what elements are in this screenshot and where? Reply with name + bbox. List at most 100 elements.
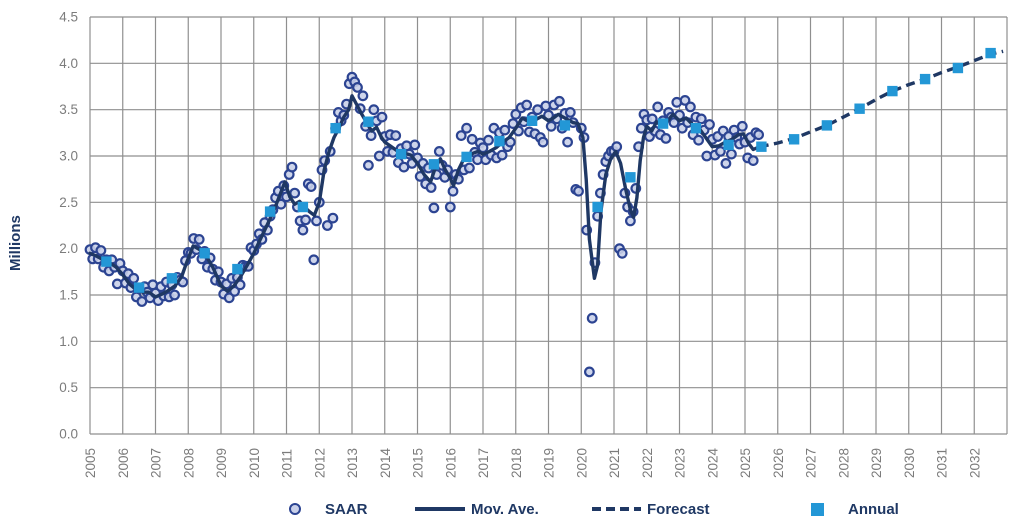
saar-point (308, 254, 320, 266)
x-tick-label: 2031 (935, 448, 950, 478)
mov-ave-line-icon (415, 507, 465, 511)
annual-point (756, 141, 767, 152)
legend: SAAR Mov. Ave. Forecast Annual (0, 495, 1024, 523)
saar-point (483, 134, 494, 146)
saar-point (455, 130, 467, 142)
saar-point (625, 215, 636, 227)
forecast-line (759, 49, 1004, 149)
saar-point (286, 161, 298, 173)
saar-point (521, 99, 533, 111)
x-tick-label: 2014 (378, 447, 393, 478)
x-tick-label: 2017 (476, 448, 491, 478)
x-tick-label: 2015 (411, 448, 426, 478)
legend-label-saar: SAAR (325, 500, 368, 518)
saar-point (169, 289, 181, 301)
saar-point (652, 101, 664, 113)
y-tick-label: 0.5 (59, 380, 78, 395)
x-tick-label: 2013 (345, 448, 360, 478)
saar-point (95, 245, 107, 256)
annual-point (526, 115, 538, 126)
saar-point (390, 130, 402, 142)
x-tick-label: 2011 (280, 449, 295, 478)
x-tick-label: 2028 (836, 448, 851, 478)
y-tick-label: 3.0 (59, 149, 78, 164)
annual-point (297, 201, 309, 213)
annual-point (657, 118, 669, 129)
x-tick-label: 2008 (181, 448, 196, 478)
x-tick-label: 2012 (312, 448, 327, 478)
saar-point (736, 120, 748, 132)
annual-point (592, 201, 603, 213)
x-tick-label: 2030 (902, 448, 917, 478)
saar-point (611, 141, 623, 153)
y-tick-label: 0.0 (59, 427, 78, 442)
legend-item-saar: SAAR (289, 495, 368, 523)
annual-point (919, 73, 931, 85)
saar-point (433, 145, 445, 157)
saar-point (646, 113, 658, 125)
saar-point (357, 90, 369, 102)
saar-point (586, 312, 598, 324)
saar-point (428, 202, 440, 214)
x-tick-label: 2026 (771, 448, 786, 478)
annual-point (952, 62, 964, 74)
x-tick-label: 2006 (116, 448, 131, 478)
saar-point (311, 215, 322, 227)
annual-point (723, 139, 734, 151)
annual-point (166, 273, 178, 284)
annual-point (461, 151, 472, 163)
saar-point (373, 150, 385, 162)
annual-point (264, 206, 276, 217)
saar-point (322, 220, 333, 231)
saar-point (297, 224, 309, 236)
saar-point (461, 122, 473, 134)
saar-point (704, 119, 715, 130)
y-tick-label: 4.0 (59, 56, 78, 71)
annual-point (821, 120, 833, 131)
x-tick-label: 2029 (869, 448, 884, 478)
saar-point (564, 106, 576, 118)
saar-point (753, 129, 764, 141)
y-tick-label: 2.0 (59, 241, 78, 256)
x-tick-label: 2019 (542, 448, 557, 478)
saar-point (693, 134, 704, 146)
annual-point (625, 172, 636, 183)
annual-point (101, 256, 112, 267)
annual-point (985, 47, 996, 59)
saar-point (715, 145, 726, 157)
x-tick-label: 2024 (705, 447, 720, 478)
saar-point (668, 117, 680, 128)
saar-point (747, 155, 759, 167)
annual-point (854, 103, 865, 114)
x-tick-label: 2020 (574, 448, 589, 478)
annual-point (690, 123, 702, 134)
saar-point (223, 292, 235, 304)
annual-marker-icon (811, 502, 824, 516)
x-tick-label: 2032 (967, 448, 982, 478)
annual-point (428, 159, 440, 170)
y-tick-label: 1.0 (59, 334, 78, 349)
legend-item-annual: Annual (811, 495, 899, 523)
saar-point (720, 157, 732, 169)
x-tick-label: 2010 (247, 448, 262, 478)
x-tick-label: 2005 (83, 448, 98, 478)
saar-point (193, 233, 205, 245)
y-tick-label: 2.5 (59, 195, 78, 210)
saar-point (464, 162, 475, 174)
legend-label-mov-ave: Mov. Ave. (471, 500, 539, 518)
x-tick-label: 2016 (443, 448, 458, 478)
saar-marker-icon (289, 503, 301, 515)
saar-point (545, 120, 557, 132)
forecast-dash-icon (592, 507, 641, 511)
annual-point (232, 263, 243, 275)
legend-label-forecast: Forecast (647, 500, 710, 518)
saar-point (305, 181, 317, 193)
saar-point (554, 95, 565, 107)
y-tick-label: 3.5 (59, 102, 78, 117)
saar-point (510, 108, 522, 120)
saar-point (584, 366, 595, 378)
annual-point (788, 134, 800, 145)
annual-point (395, 148, 407, 160)
mov-ave-line (88, 94, 762, 299)
